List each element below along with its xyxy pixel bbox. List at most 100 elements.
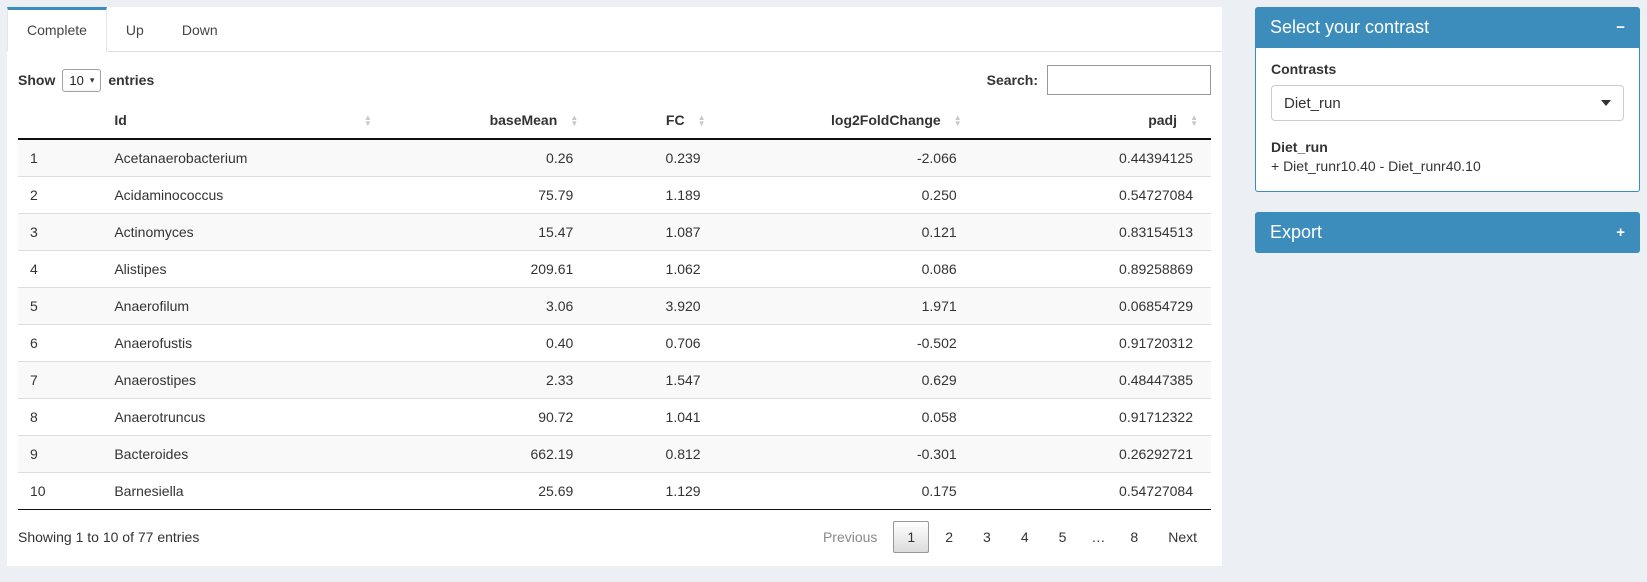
cell-id: Bacteroides: [102, 435, 385, 473]
cell-log2foldchange: -2.066: [916, 150, 957, 166]
tab-bar: Complete Up Down: [7, 7, 1222, 52]
cell-id: Acetanaerobacterium: [114, 150, 248, 166]
cell-rownum: 8: [18, 398, 103, 436]
cell-log2foldchange: 0.086: [718, 250, 975, 288]
table-row[interactable]: 4 Alistipes 209.61 1.062 0.086 0.89258869: [18, 250, 1211, 288]
cell-rownum: 7: [18, 361, 103, 399]
cell-fc: 1.062: [591, 250, 719, 288]
contrast-panel-body: Contrasts Diet_run Diet_run + Diet_runr1…: [1255, 48, 1640, 192]
search-label: Search:: [986, 72, 1038, 88]
sort-icon: ▲ ▼: [570, 113, 579, 128]
table-row[interactable]: 2 Acidaminococcus 75.79 1.189 0.250 0.5472708…: [18, 176, 1211, 214]
cell-id: Anaerostipes: [102, 361, 385, 399]
results-table: Id ▲ ▼ baseMean ▲ ▼ FC ▲ ▼ log2FoldChange ▲ ▼ padj ▲ ▼…: [18, 104, 1211, 510]
cell-id: Anaerotruncus: [102, 398, 385, 436]
cell-fc: 1.129: [591, 472, 719, 510]
column-header-empty: [18, 104, 103, 140]
previous-page-button[interactable]: Previous: [822, 529, 878, 545]
cell-basemean: 2.33: [384, 361, 592, 399]
column-header-basemean[interactable]: baseMean ▲ ▼: [384, 104, 592, 140]
page: Complete Up Down Show 10 ▾ entries Search:…: [7, 7, 1640, 566]
cell-fc: 0.812: [591, 435, 719, 473]
tab-up[interactable]: Up: [125, 22, 144, 38]
plus-icon[interactable]: +: [1616, 224, 1625, 241]
entries-length-control: Show 10 ▾ entries: [18, 68, 155, 92]
cell-basemean: 15.47: [384, 213, 592, 251]
results-card: Complete Up Down Show 10 ▾ entries Search:…: [7, 7, 1222, 566]
next-page-button[interactable]: Next: [1168, 529, 1197, 545]
cell-id: Anaerofustis: [102, 324, 385, 362]
cell-log2foldchange: 0.629: [718, 361, 975, 399]
cell-rownum: 10: [18, 472, 103, 510]
table-row[interactable]: 7 Anaerostipes 2.33 1.547 0.629 0.48447385: [18, 361, 1211, 399]
page-button-1[interactable]: 1: [893, 521, 930, 553]
page-button-2[interactable]: 2: [945, 529, 954, 545]
entries-select[interactable]: 10 ▾: [62, 68, 102, 92]
minus-icon[interactable]: −: [1616, 19, 1625, 36]
table-row[interactable]: 9 Bacteroides 662.19 0.812 -0.301 0.26292721: [18, 435, 1211, 473]
column-label: FC: [665, 112, 685, 128]
cell-padj: 0.48447385: [974, 361, 1211, 399]
caret-down-icon: [1601, 100, 1611, 106]
column-label: log2FoldChange: [831, 112, 941, 128]
sidebar: Select your contrast − Contrasts Diet_ru…: [1255, 7, 1640, 273]
column-label: padj: [1148, 112, 1177, 128]
cell-rownum: 3: [18, 213, 103, 251]
cell-basemean: 75.79: [384, 176, 592, 214]
page-button-8[interactable]: 8: [1130, 529, 1139, 545]
column-header-fc[interactable]: FC ▲ ▼: [591, 104, 719, 140]
page-button-4[interactable]: 4: [1020, 529, 1029, 545]
cell-rownum: 9: [18, 435, 103, 473]
cell-id: Barnesiella: [102, 472, 385, 510]
sort-icon: ▲ ▼: [697, 113, 706, 128]
cell-padj: 0.54727084: [974, 176, 1211, 214]
export-panel-title: Export: [1270, 222, 1323, 242]
caret-down-icon: ▾: [89, 74, 95, 85]
cell-id: Acidaminococcus: [102, 176, 385, 214]
contrasts-label: Contrasts: [1271, 61, 1337, 77]
contrasts-select[interactable]: Diet_run: [1271, 85, 1624, 121]
column-header-id[interactable]: Id ▲ ▼: [102, 104, 385, 140]
cell-fc: 3.920: [591, 287, 719, 325]
tab-complete[interactable]: Complete: [7, 7, 107, 52]
column-header-log2foldchange[interactable]: log2FoldChange ▲ ▼: [718, 104, 975, 140]
cell-rownum: 5: [18, 287, 103, 325]
page-button-3[interactable]: 3: [983, 529, 991, 545]
cell-rownum: 1: [30, 150, 38, 166]
cell-padj: 0.54727084: [974, 472, 1211, 510]
table-row[interactable]: 10 Barnesiella 25.69 1.129 0.175 0.54727084: [18, 472, 1211, 510]
page-button-5[interactable]: 5: [1058, 529, 1067, 545]
cell-padj: 0.26292721: [974, 435, 1211, 473]
cell-padj: 0.83154513: [974, 213, 1211, 251]
table-info: Showing 1 to 10 of 77 entries: [18, 529, 200, 545]
cell-fc: 0.706: [591, 324, 719, 362]
entries-label: entries: [108, 72, 155, 88]
cell-fc: 1.087: [591, 213, 719, 251]
contrast-detail: Diet_run + Diet_runr10.40 - Diet_runr40.…: [1271, 139, 1624, 174]
cell-rownum: 6: [18, 324, 103, 362]
entries-select-value: 10: [69, 72, 84, 88]
cell-id: Alistipes: [102, 250, 385, 288]
cell-padj: 0.44394125: [1119, 150, 1193, 166]
cell-log2foldchange: 0.058: [718, 398, 975, 436]
table-row[interactable]: 6 Anaerofustis 0.40 0.706 -0.502 0.91720312: [18, 324, 1211, 362]
column-header-padj[interactable]: padj ▲ ▼: [974, 104, 1211, 140]
contrast-panel: Select your contrast − Contrasts Diet_ru…: [1255, 7, 1640, 192]
cell-id: Anaerofilum: [102, 287, 385, 325]
cell-fc: 0.239: [665, 150, 701, 166]
table-row[interactable]: 8 Anaerotruncus 90.72 1.041 0.058 0.91712322: [18, 398, 1211, 436]
export-panel-header[interactable]: Export +: [1255, 212, 1640, 253]
table-row[interactable]: 3 Actinomyces 15.47 1.087 0.121 0.83154513: [18, 213, 1211, 251]
cell-log2foldchange: 0.175: [718, 472, 975, 510]
table-row[interactable]: 5 Anaerofilum 3.06 3.920 1.971 0.06854729: [18, 287, 1211, 325]
search-input[interactable]: [1047, 65, 1211, 95]
contrast-panel-title: Select your contrast: [1270, 17, 1430, 37]
tab-down[interactable]: Down: [181, 22, 218, 38]
cell-log2foldchange: 0.121: [718, 213, 975, 251]
cell-padj: 0.06854729: [974, 287, 1211, 325]
show-label: Show: [18, 72, 56, 88]
contrast-panel-header[interactable]: Select your contrast −: [1255, 7, 1640, 48]
cell-basemean: 0.26: [546, 150, 574, 166]
table-header-row: Id ▲ ▼ baseMean ▲ ▼ FC ▲ ▼ log2FoldChange ▲ ▼ padj ▲ ▼: [18, 104, 1211, 140]
table-row[interactable]: 1 Acetanaerobacterium 0.26 0.239 -2.066 0.443…: [18, 139, 1211, 177]
